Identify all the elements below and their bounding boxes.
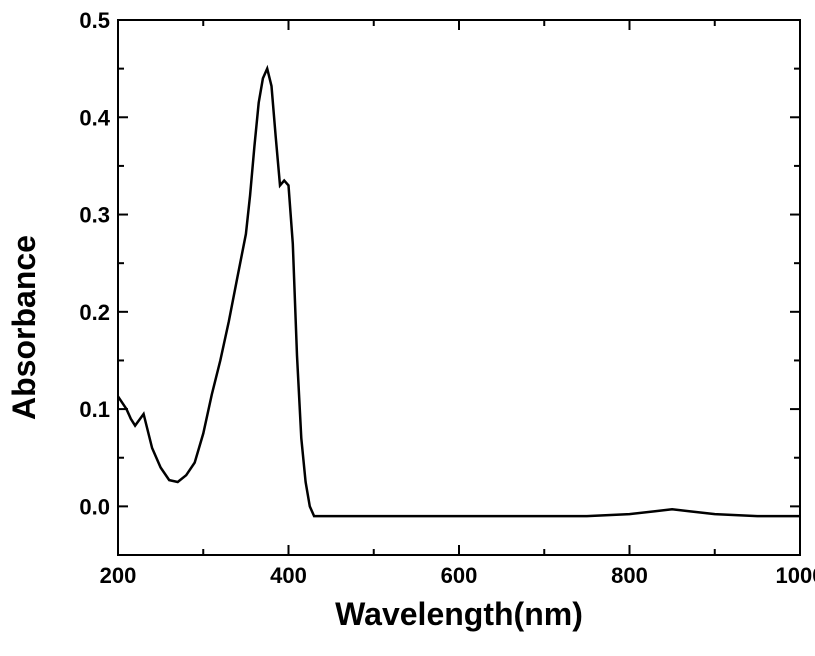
ytick-label: 0.3 bbox=[79, 203, 110, 228]
xtick-label: 200 bbox=[100, 563, 137, 588]
xtick-label: 400 bbox=[270, 563, 307, 588]
xtick-label: 600 bbox=[441, 563, 478, 588]
spectrum-chart: 200 400 600 800 1000 0.0 0.1 0.2 0.3 0.4 0.5 Wavele… bbox=[0, 0, 815, 656]
ytick-label: 0.4 bbox=[79, 105, 110, 130]
chart-svg: 200 400 600 800 1000 0.0 0.1 0.2 0.3 0.4 0.5 Wavele… bbox=[0, 0, 815, 656]
xtick-label: 1000 bbox=[776, 563, 815, 588]
y-axis-title: Absorbance bbox=[6, 235, 42, 420]
ytick-label: 0.0 bbox=[79, 494, 110, 519]
ytick-label: 0.5 bbox=[79, 8, 110, 33]
xtick-label: 800 bbox=[611, 563, 648, 588]
ytick-label: 0.2 bbox=[79, 300, 110, 325]
ytick-label: 0.1 bbox=[79, 397, 110, 422]
spectrum-line bbox=[118, 69, 800, 516]
plot-frame bbox=[118, 20, 800, 555]
x-axis-title: Wavelength(nm) bbox=[335, 596, 583, 632]
